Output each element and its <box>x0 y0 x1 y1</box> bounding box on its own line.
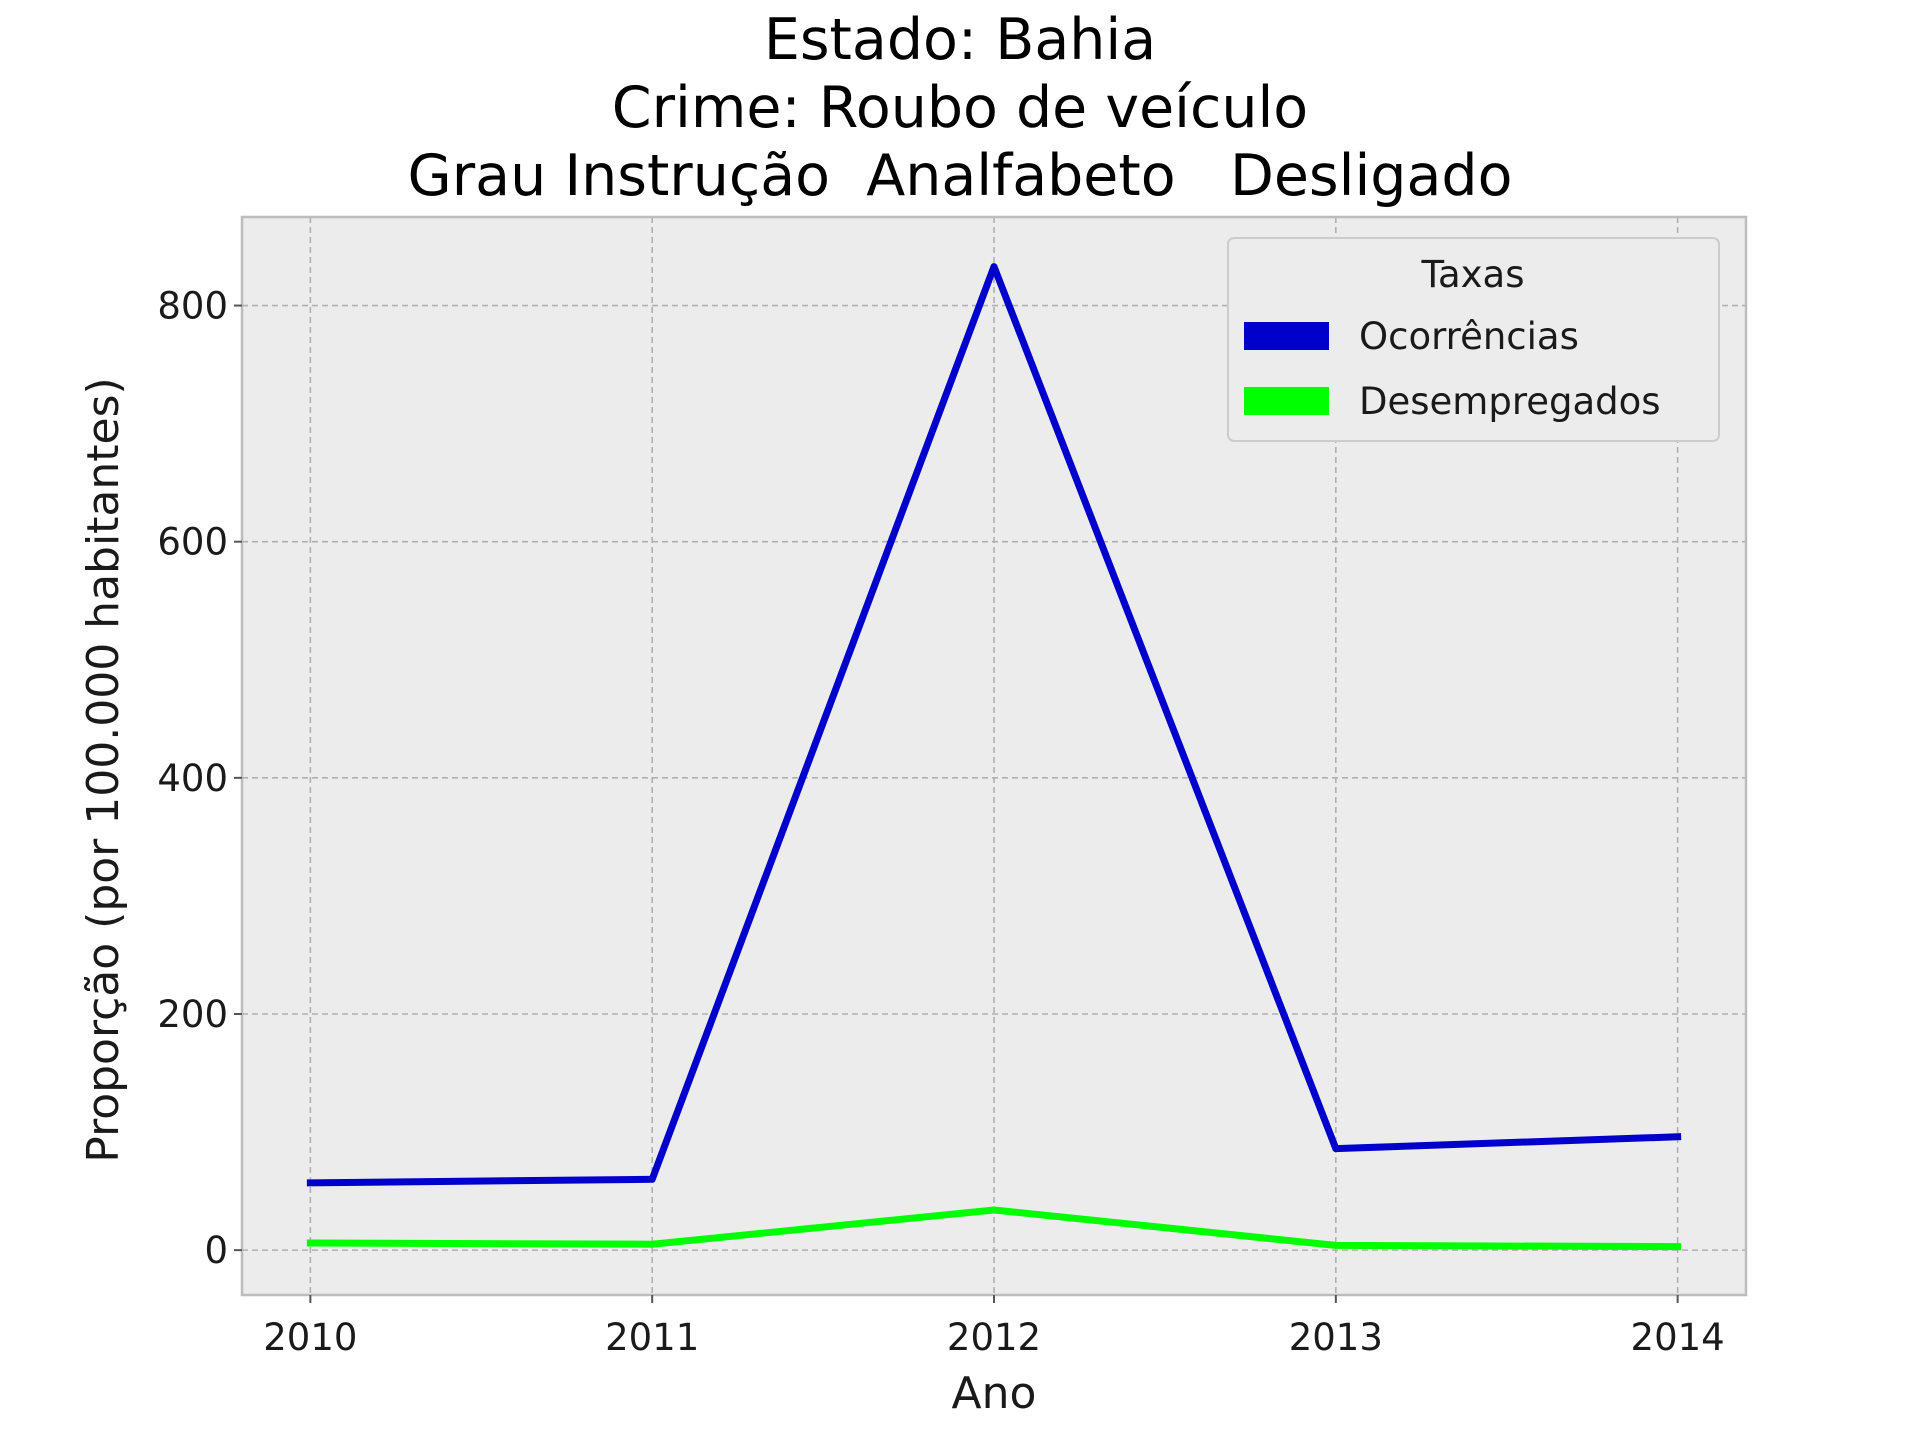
x-tick-label-2010: 2010 <box>263 1316 357 1359</box>
chart-title-line-3: Grau Instrução Analfabeto Desligado <box>407 143 1513 209</box>
legend-label-desempregados: Desempregados <box>1359 380 1661 423</box>
legend-swatch-ocorrencias <box>1244 322 1329 350</box>
legend: Taxas Ocorrências Desempregados <box>1227 237 1720 442</box>
y-tick-label-0: 0 <box>204 1229 228 1272</box>
x-tick-label-2014: 2014 <box>1631 1316 1725 1359</box>
y-tick-label-800: 800 <box>157 285 228 328</box>
chart-title-line-2: Crime: Roubo de veículo <box>611 75 1309 141</box>
x-tick-label-2011: 2011 <box>605 1316 699 1359</box>
y-axis-label: Proporção (por 100.000 habitantes) <box>78 377 129 1162</box>
y-tick-label-200: 200 <box>157 993 228 1036</box>
legend-swatch-desempregados <box>1244 387 1329 415</box>
legend-title: Taxas <box>1421 253 1525 296</box>
chart-title-line-1: Estado: Bahia <box>763 7 1157 73</box>
y-tick-label-600: 600 <box>157 521 228 564</box>
y-tick-label-400: 400 <box>157 757 228 800</box>
x-axis-label: Ano <box>952 1368 1037 1419</box>
x-tick-label-2012: 2012 <box>947 1316 1041 1359</box>
legend-label-ocorrencias: Ocorrências <box>1359 315 1579 358</box>
x-tick-label-2013: 2013 <box>1289 1316 1383 1359</box>
